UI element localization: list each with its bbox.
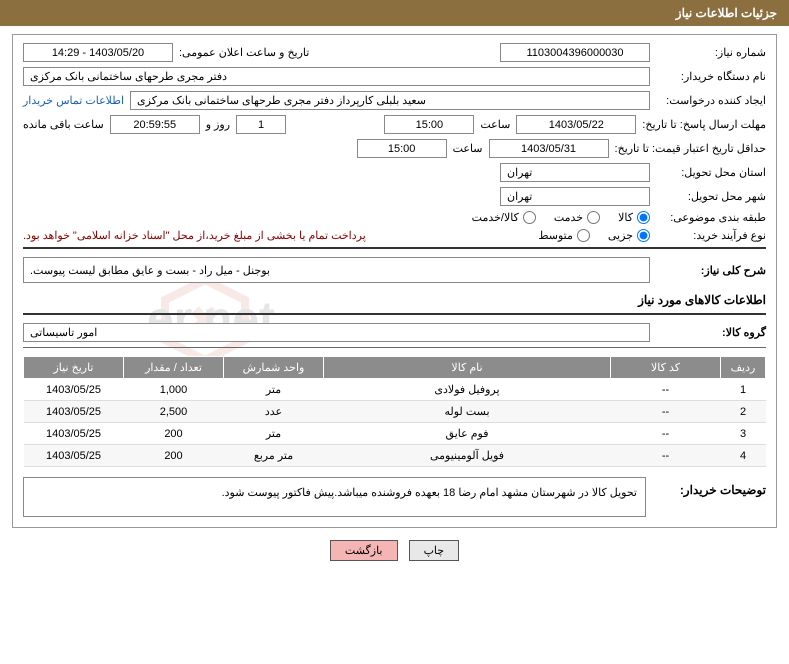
th-row: ردیف [721, 357, 766, 379]
reply-hour-field: 15:00 [384, 115, 474, 134]
cell-date: 1403/05/25 [24, 445, 124, 467]
request-creator-field: سعید بلبلی کارپرداز دفتر مجری طرحهای ساخ… [130, 91, 650, 110]
cell-qty: 200 [124, 445, 224, 467]
page-title-bar: جزئیات اطلاعات نیاز [0, 0, 789, 26]
cell-unit: متر مربع [224, 445, 324, 467]
print-button[interactable]: چاپ [409, 540, 460, 561]
payment-note: پرداخت تمام یا بخشی از مبلغ خرید،از محل … [23, 229, 366, 242]
radio-kala-input[interactable] [637, 211, 650, 224]
cell-date: 1403/05/25 [24, 423, 124, 445]
goods-group-field: امور تاسیساتی [23, 323, 650, 342]
need-desc-field: بوجنل - میل راد - بست و عایق مطابق لیست … [23, 257, 650, 283]
cell-qty: 200 [124, 423, 224, 445]
cell-unit: عدد [224, 401, 324, 423]
buyer-org-field: دفتر مجری طرحهای ساختمانی بانک مرکزی [23, 67, 650, 86]
reply-deadline-label: مهلت ارسال پاسخ: تا تاریخ: [642, 118, 766, 131]
announce-datetime-label: تاریخ و ساعت اعلان عمومی: [179, 46, 309, 59]
radio-kala-khadamat-label: کالا/خدمت [472, 211, 519, 224]
cell-date: 1403/05/25 [24, 379, 124, 401]
city-field: تهران [500, 187, 650, 206]
validity-hour-field: 15:00 [357, 139, 447, 158]
table-row: 2 -- بست لوله عدد 2,500 1403/05/25 [24, 401, 766, 423]
cell-code: -- [611, 379, 721, 401]
radio-khadamat-label: خدمت [554, 211, 583, 224]
validity-date-field: 1403/05/31 [489, 139, 609, 158]
table-row: 4 -- فویل آلومینیومی متر مربع 200 1403/0… [24, 445, 766, 467]
hour-label-1: ساعت [480, 118, 510, 131]
days-left-field: 1 [236, 115, 286, 134]
th-code: کد کالا [611, 357, 721, 379]
cell-code: -- [611, 423, 721, 445]
process-type-label: نوع فرآیند خرید: [656, 229, 766, 242]
cell-unit: متر [224, 423, 324, 445]
actions-bar: چاپ بازگشت [12, 528, 777, 573]
buyer-notes-field: تحویل کالا در شهرستان مشهد امام رضا 18 ب… [23, 477, 646, 517]
th-name: نام کالا [324, 357, 611, 379]
cell-name: فوم عایق [324, 423, 611, 445]
cell-row: 2 [721, 401, 766, 423]
cell-date: 1403/05/25 [24, 401, 124, 423]
buyer-contact-link[interactable]: اطلاعات تماس خریدار [23, 94, 124, 107]
radio-jozi-label: جزیی [608, 229, 633, 242]
back-button[interactable]: بازگشت [330, 540, 398, 561]
need-desc-label: شرح کلی نیاز: [656, 264, 766, 277]
cell-name: پروفیل فولادی [324, 379, 611, 401]
radio-kala-label: کالا [618, 211, 633, 224]
radio-khadamat[interactable]: خدمت [554, 211, 600, 224]
radio-jozi-input[interactable] [637, 229, 650, 242]
radio-motavaset-input[interactable] [577, 229, 590, 242]
need-number-label: شماره نیاز: [656, 46, 766, 59]
subject-radio-group: کالا خدمت کالا/خدمت [472, 211, 650, 224]
cell-name: فویل آلومینیومی [324, 445, 611, 467]
process-radio-group: جزیی متوسط [538, 229, 650, 242]
time-left-field: 20:59:55 [110, 115, 200, 134]
radio-khadamat-input[interactable] [587, 211, 600, 224]
cell-qty: 2,500 [124, 401, 224, 423]
min-validity-label: حداقل تاریخ اعتبار قیمت: تا تاریخ: [615, 142, 766, 155]
reply-date-field: 1403/05/22 [516, 115, 636, 134]
city-label: شهر محل تحویل: [656, 190, 766, 203]
days-and-label: روز و [206, 118, 230, 131]
cell-unit: متر [224, 379, 324, 401]
divider-3 [23, 347, 766, 348]
cell-code: -- [611, 401, 721, 423]
need-number-field: 1103004396000030 [500, 43, 650, 62]
subject-class-label: طبقه بندی موضوعی: [656, 211, 766, 224]
divider-1 [23, 247, 766, 249]
table-row: 3 -- فوم عایق متر 200 1403/05/25 [24, 423, 766, 445]
th-date: تاریخ نیاز [24, 357, 124, 379]
province-field: تهران [500, 163, 650, 182]
cell-row: 1 [721, 379, 766, 401]
announce-datetime-field: 1403/05/20 - 14:29 [23, 43, 173, 62]
hour-label-2: ساعت [453, 142, 483, 155]
table-row: 1 -- پروفیل فولادی متر 1,000 1403/05/25 [24, 379, 766, 401]
goods-table: ردیف کد کالا نام کالا واحد شمارش تعداد /… [23, 356, 766, 467]
th-unit: واحد شمارش [224, 357, 324, 379]
radio-kala-khadamat-input[interactable] [523, 211, 536, 224]
buyer-org-label: نام دستگاه خریدار: [656, 70, 766, 83]
province-label: استان محل تحویل: [656, 166, 766, 179]
request-creator-label: ایجاد کننده درخواست: [656, 94, 766, 107]
cell-row: 3 [721, 423, 766, 445]
radio-jozi[interactable]: جزیی [608, 229, 650, 242]
th-qty: تعداد / مقدار [124, 357, 224, 379]
radio-kala-khadamat[interactable]: کالا/خدمت [472, 211, 536, 224]
page-title: جزئیات اطلاعات نیاز [676, 6, 777, 20]
goods-table-body: 1 -- پروفیل فولادی متر 1,000 1403/05/25 … [24, 379, 766, 467]
cell-name: بست لوله [324, 401, 611, 423]
radio-kala[interactable]: کالا [618, 211, 650, 224]
buyer-notes-label: توضیحات خریدار: [656, 477, 766, 517]
details-form: شماره نیاز: 1103004396000030 تاریخ و ساع… [12, 34, 777, 528]
time-remaining-label: ساعت باقی مانده [23, 118, 104, 131]
divider-2 [23, 313, 766, 315]
goods-group-label: گروه کالا: [656, 326, 766, 339]
radio-motavaset-label: متوسط [538, 229, 573, 242]
cell-qty: 1,000 [124, 379, 224, 401]
cell-row: 4 [721, 445, 766, 467]
radio-motavaset[interactable]: متوسط [538, 229, 590, 242]
goods-info-title: اطلاعات کالاهای مورد نیاز [23, 293, 766, 307]
cell-code: -- [611, 445, 721, 467]
